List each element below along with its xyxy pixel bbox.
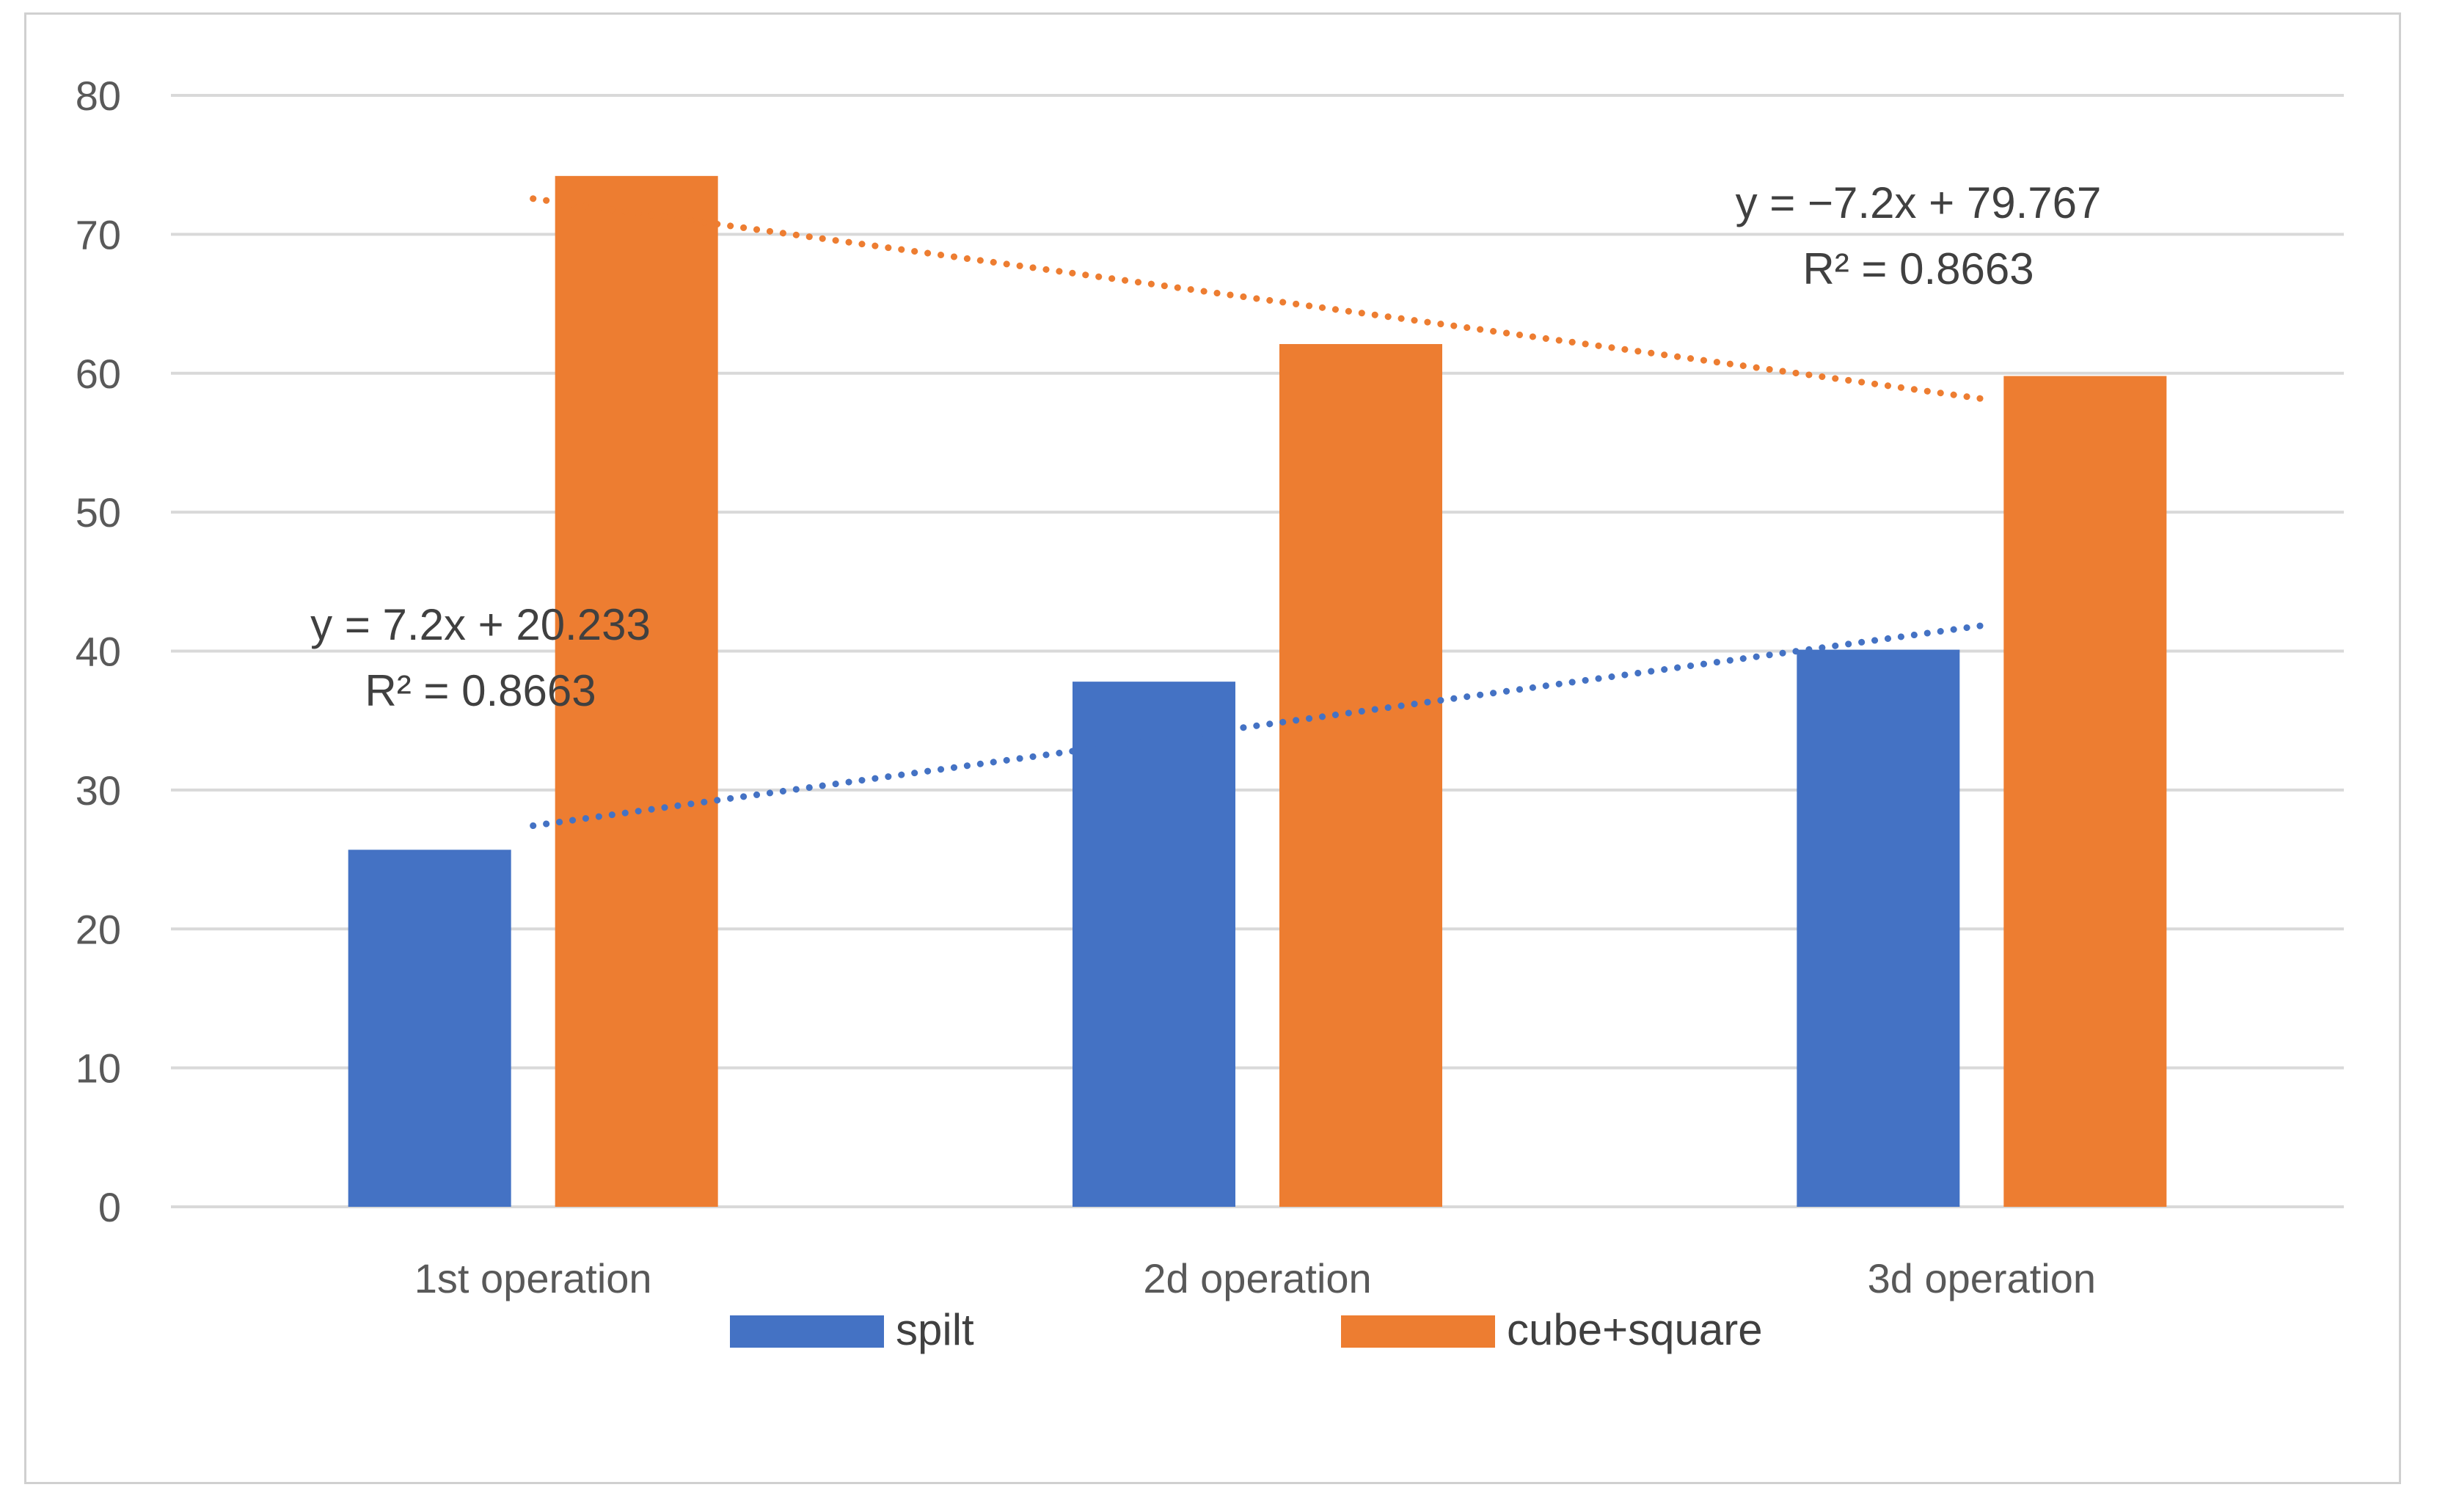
trendlines — [530, 195, 1985, 829]
trendline-equation: y = −7.2x + 79.767 — [1736, 178, 2102, 227]
y-tick-label: 40 — [76, 629, 121, 675]
bar-spilt-1 — [1073, 682, 1235, 1207]
legend-swatch — [730, 1315, 884, 1348]
trendline-label-spilt: y = 7.2x + 20.233 R² = 0.8663 — [310, 600, 651, 715]
bars — [348, 175, 2167, 1208]
y-tick-label: 0 — [98, 1184, 121, 1230]
y-axis-ticks: 0 10 20 30 40 50 60 70 80 — [76, 73, 121, 1230]
trendline-cube-square — [530, 195, 1985, 402]
legend-item-cube-square[interactable]: cube+square — [1341, 1305, 1763, 1354]
trendline-spilt — [530, 622, 1985, 829]
legend: spilt cube+square — [730, 1305, 1763, 1354]
trendline-equation: y = 7.2x + 20.233 — [310, 600, 651, 649]
bar-cube-square-2 — [2003, 376, 2167, 1207]
bar-cube-square-1 — [1279, 343, 1442, 1208]
y-tick-label: 10 — [76, 1045, 121, 1092]
x-axis-ticks: 1st operation 2d operation 3d operation — [414, 1255, 2096, 1301]
gridlines — [171, 94, 2344, 1208]
bar-spilt-2 — [1797, 649, 1960, 1207]
bar-spilt-0 — [348, 850, 511, 1207]
trendline-label-cube-square: y = −7.2x + 79.767 R² = 0.8663 — [1736, 178, 2102, 293]
legend-label: cube+square — [1507, 1305, 1763, 1354]
y-tick-label: 60 — [76, 351, 121, 397]
trendline-r2: R² = 0.8663 — [1802, 244, 2034, 293]
legend-item-spilt[interactable]: spilt — [730, 1305, 974, 1354]
trendline-r2: R² = 0.8663 — [365, 666, 596, 715]
bar-cube-square-0 — [555, 175, 718, 1207]
y-tick-label: 70 — [76, 211, 121, 258]
y-tick-label: 80 — [76, 73, 121, 119]
x-tick-label: 1st operation — [414, 1255, 652, 1301]
y-tick-label: 50 — [76, 489, 121, 536]
y-tick-label: 20 — [76, 906, 121, 952]
legend-label: spilt — [896, 1305, 974, 1354]
legend-swatch — [1341, 1315, 1495, 1348]
x-tick-label: 2d operation — [1143, 1255, 1371, 1301]
x-tick-label: 3d operation — [1868, 1255, 2096, 1301]
y-tick-label: 30 — [76, 767, 121, 814]
